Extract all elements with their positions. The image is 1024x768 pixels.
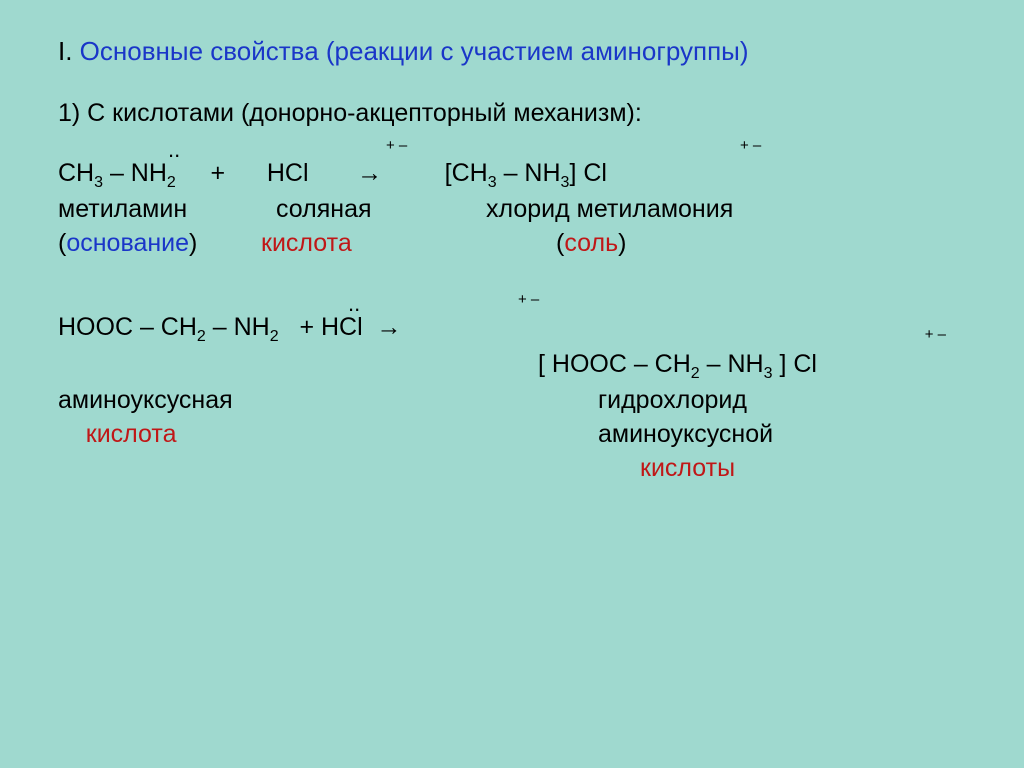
r1-popen: [CH	[445, 159, 488, 187]
section1-heading: 1) С кислотами (донорно-акцепторный меха…	[58, 97, 966, 131]
r1-psub1: 3	[488, 174, 497, 191]
paren-close: )	[189, 227, 261, 261]
r1-pclose: ] Cl	[569, 159, 607, 187]
section2-reaction-line1: НООС – СН2 – NH2 + HCl → + –	[58, 311, 966, 348]
r2-plus: + HCl →	[279, 313, 402, 341]
r1-sub1: 3	[94, 174, 103, 191]
lbl-acid: кислота	[261, 227, 556, 261]
lbl-aminoacetic: аминоуксусная	[58, 384, 598, 418]
r1-reagent: HCl	[267, 159, 309, 187]
lbl-aminoacetic2: аминоуксусной	[598, 420, 773, 448]
slide-container: I. Основные свойства (реакции с участием…	[0, 0, 1024, 768]
r2-popen: [ НООС – СН	[538, 350, 691, 378]
slide-title: I. Основные свойства (реакции с участием…	[58, 34, 966, 69]
section2-labels1: аминоуксуснаягидрохлорид	[58, 384, 966, 418]
r2-sub1: 2	[197, 328, 206, 345]
product-charge-2: + –	[925, 325, 946, 345]
r1-arrow: →	[309, 159, 445, 187]
salt-paren-close: )	[618, 229, 626, 257]
section1-labels2: (основание)кислота(соль)	[58, 227, 966, 261]
spacer	[58, 261, 966, 291]
r2-pmid: – NH	[700, 350, 764, 378]
title-text: Основные свойства (реакции с участием ам…	[80, 36, 749, 66]
section2-labels3: кислоты	[58, 452, 966, 486]
section2-labels2: кислотааминоуксусной	[58, 418, 966, 452]
r2-pclose: ] Cl	[773, 350, 817, 378]
section1-reaction: СН3 – NH2 + HCl → [CH3 – NH3] Cl	[58, 157, 966, 194]
lbl-methylamine: метиламин	[58, 193, 276, 227]
r2-sub2: 2	[270, 328, 279, 345]
section1-labels1: метиламинсолянаяхлорид метиламония	[58, 193, 966, 227]
section2-reaction-line2: [ НООС – СН2 – NH3 ] Cl	[58, 348, 966, 385]
lbl-salt: соль	[564, 229, 618, 257]
section1-charges: .. + – + –	[58, 137, 966, 155]
r1-pdash: – NH	[497, 159, 561, 187]
r1-plus: +	[176, 159, 267, 187]
r1-lhs: СН	[58, 159, 94, 187]
r1-sub2: 2	[167, 174, 176, 191]
title-numeral: I.	[58, 36, 80, 66]
reagent-charge-2: + –	[518, 291, 539, 308]
r2-mid: – NH	[206, 313, 270, 341]
r2-lhs: НООС – СН	[58, 313, 197, 341]
r2-psub2: 3	[764, 365, 773, 382]
section2-charges: .. + –	[58, 291, 966, 309]
lbl-chloride: хлорид метиламония	[486, 195, 733, 223]
reagent-charge: + –	[386, 137, 407, 154]
r1-dash1: – NH	[103, 159, 167, 187]
lbl-base: основание	[66, 229, 189, 257]
lbl-hydrochloride: гидрохлорид	[598, 386, 747, 414]
product-charge: + –	[740, 137, 761, 154]
r2-psub1: 2	[691, 365, 700, 382]
lbl-solyanaya: соляная	[276, 193, 486, 227]
lbl-kislota: кислота	[58, 418, 598, 452]
lbl-kisloty: кислоты	[640, 454, 735, 482]
